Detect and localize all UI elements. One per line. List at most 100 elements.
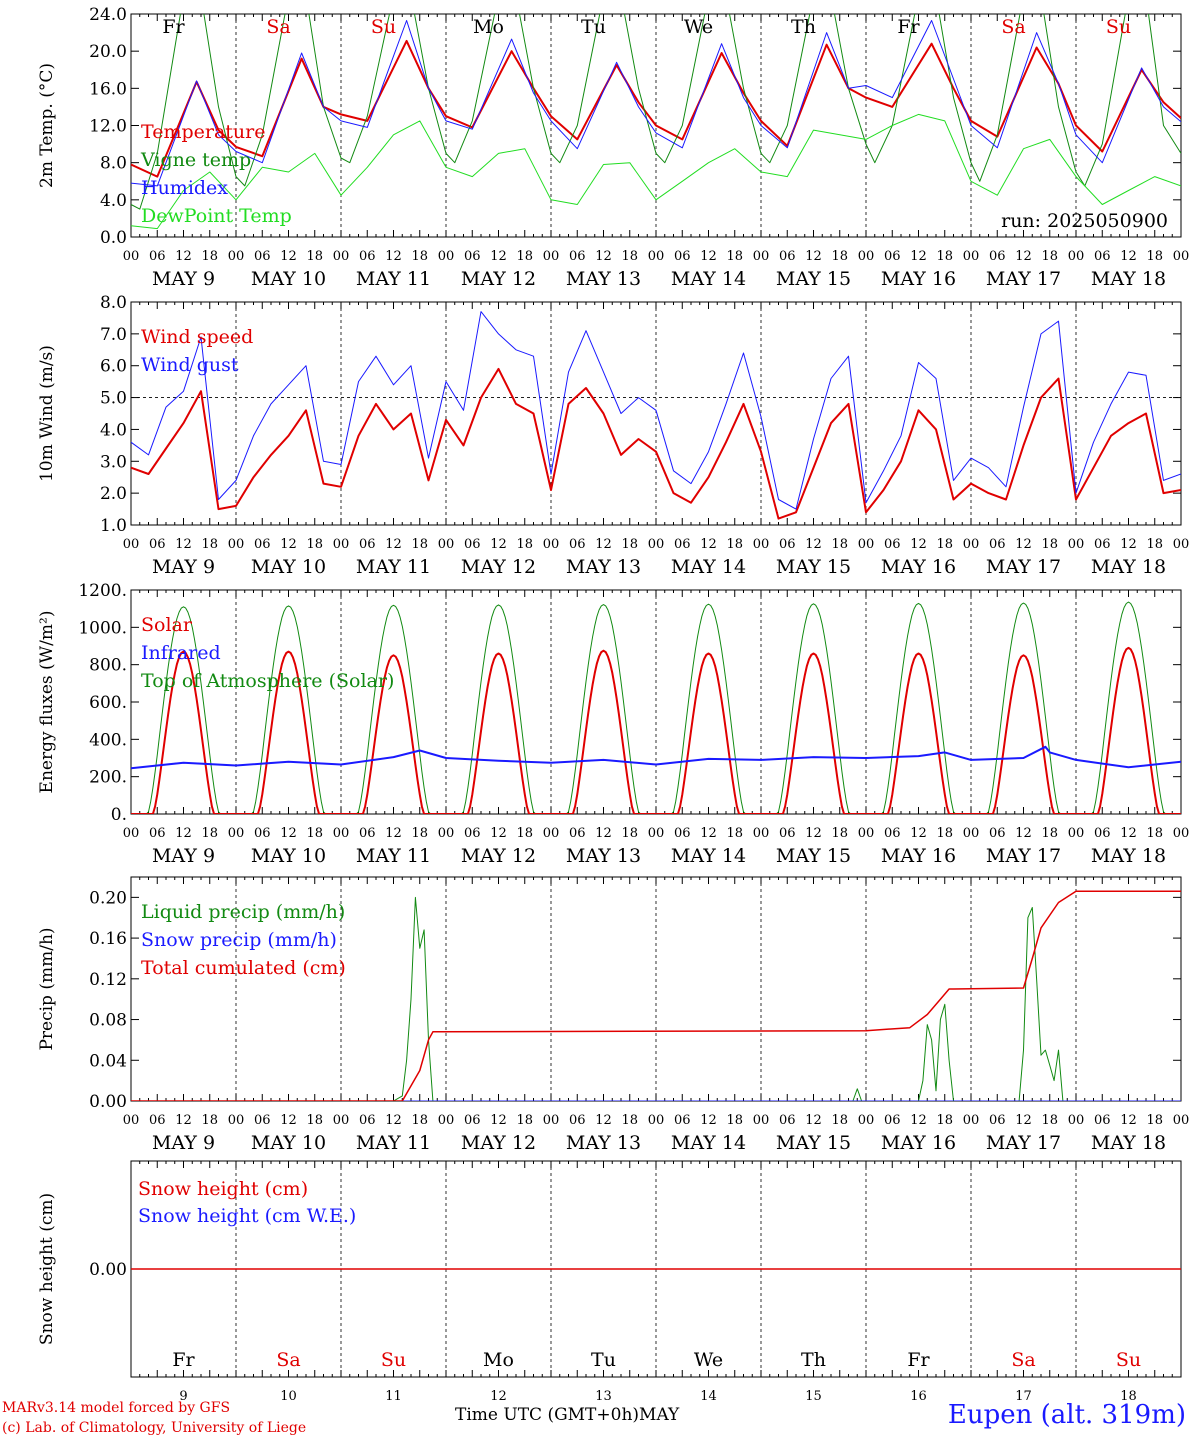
hour-tick-label: 18 xyxy=(1146,249,1163,264)
x-axis-title-text: Time UTC (GMT+0h) xyxy=(455,1405,640,1425)
weekday-label: Tu xyxy=(581,16,606,38)
y-tick-label: 200. xyxy=(89,768,127,788)
hour-tick-label: 18 xyxy=(201,537,218,552)
hour-tick-label: 00 xyxy=(1173,537,1190,552)
legend-entry: Wind speed xyxy=(141,326,253,348)
hour-tick-label: 06 xyxy=(149,826,166,841)
date-label: MAY 17 xyxy=(986,845,1061,867)
hour-tick-label: 00 xyxy=(333,1113,350,1128)
hour-tick-label: 18 xyxy=(936,1113,953,1128)
date-label: MAY 10 xyxy=(251,556,326,578)
legend-entry: Snow height (cm) xyxy=(138,1178,308,1200)
hour-tick-label: 00 xyxy=(333,826,350,841)
legend-entry: Snow height (cm W.E.) xyxy=(138,1205,356,1227)
hour-tick-label: 06 xyxy=(674,1113,691,1128)
hour-tick-label: 06 xyxy=(779,826,796,841)
hour-tick-label: 06 xyxy=(464,826,481,841)
weekday-label: We xyxy=(684,16,713,38)
station-name: Eupen (alt. 319m) xyxy=(947,1400,1186,1430)
hour-tick-label: 00 xyxy=(1068,826,1085,841)
hour-tick-label: 12 xyxy=(385,537,402,552)
hour-tick-label: 18 xyxy=(1146,826,1163,841)
y-tick-label: 24.0 xyxy=(89,5,127,25)
date-label: MAY 15 xyxy=(776,268,851,290)
date-label: MAY 16 xyxy=(881,1132,956,1154)
panel-frame xyxy=(130,301,1182,526)
hour-tick-label: 00 xyxy=(438,1113,455,1128)
hour-tick-label: 06 xyxy=(359,1113,376,1128)
hour-tick-label: 18 xyxy=(936,249,953,264)
weekday-label: Sa xyxy=(266,16,290,38)
hour-tick-label: 06 xyxy=(464,537,481,552)
hour-tick-label: 12 xyxy=(595,249,612,264)
hour-tick-label: 06 xyxy=(989,826,1006,841)
y-axis-title: Precip (mm/h) xyxy=(37,927,57,1050)
run-label: run: 2025050900 xyxy=(1001,210,1168,232)
hour-tick-label: 18 xyxy=(1146,537,1163,552)
series-liquid-precip-mm-h- xyxy=(131,896,1181,1101)
hour-tick-label: 00 xyxy=(123,537,140,552)
hour-tick-label: 18 xyxy=(516,826,533,841)
hour-tick-label: 00 xyxy=(543,826,560,841)
hour-tick-label: 18 xyxy=(516,249,533,264)
hour-tick-label: 12 xyxy=(1120,249,1137,264)
hour-tick-label: 00 xyxy=(543,249,560,264)
date-label: MAY 10 xyxy=(251,1132,326,1154)
hour-tick-label: 06 xyxy=(464,1113,481,1128)
day-number: 14 xyxy=(700,1389,717,1404)
hour-tick-label: 12 xyxy=(280,1113,297,1128)
hour-tick-label: 06 xyxy=(674,826,691,841)
hour-tick-label: 12 xyxy=(910,826,927,841)
hour-tick-label: 00 xyxy=(1173,826,1190,841)
hour-tick-label: 00 xyxy=(858,1113,875,1128)
y-tick-label: 0.08 xyxy=(89,1011,127,1031)
series-total-cumulated-cm- xyxy=(131,890,1181,1101)
hour-tick-label: 12 xyxy=(490,537,507,552)
hour-tick-label: 18 xyxy=(306,1113,323,1128)
hour-tick-label: 06 xyxy=(989,249,1006,264)
y-tick-label: 1.0 xyxy=(100,516,127,536)
date-label: MAY 12 xyxy=(461,1132,536,1154)
hour-tick-label: 12 xyxy=(280,826,297,841)
hour-tick-label: 18 xyxy=(411,1113,428,1128)
y-tick-label: 4.0 xyxy=(100,420,127,440)
date-label: MAY 18 xyxy=(1091,268,1166,290)
series-vigne-temp xyxy=(131,14,1181,210)
date-label: MAY 12 xyxy=(461,556,536,578)
hour-tick-label: 12 xyxy=(490,1113,507,1128)
hour-tick-label: 12 xyxy=(595,826,612,841)
hour-tick-label: 00 xyxy=(1173,249,1190,264)
y-tick-label: 3.0 xyxy=(100,452,127,472)
hour-tick-label: 00 xyxy=(753,1113,770,1128)
x-axis-month: MAY xyxy=(639,1405,680,1425)
hour-tick-label: 00 xyxy=(123,249,140,264)
hour-tick-label: 00 xyxy=(753,826,770,841)
legend-entry: Solar xyxy=(141,614,193,636)
hour-tick-label: 00 xyxy=(858,249,875,264)
hour-tick-label: 00 xyxy=(963,537,980,552)
hour-tick-label: 18 xyxy=(411,826,428,841)
hour-tick-label: 06 xyxy=(254,249,271,264)
hour-tick-label: 06 xyxy=(884,249,901,264)
y-tick-label: 0.20 xyxy=(89,888,127,908)
hour-tick-label: 00 xyxy=(648,1113,665,1128)
hour-tick-label: 12 xyxy=(700,1113,717,1128)
hour-tick-label: 12 xyxy=(490,249,507,264)
y-tick-label: 0.04 xyxy=(89,1051,127,1071)
hour-tick-label: 18 xyxy=(201,1113,218,1128)
y-tick-label: 800. xyxy=(89,656,127,676)
hour-tick-label: 18 xyxy=(831,249,848,264)
legend-entry: Liquid precip (mm/h) xyxy=(141,901,345,923)
hour-tick-label: 12 xyxy=(490,826,507,841)
date-label: MAY 11 xyxy=(356,845,431,867)
hour-tick-label: 18 xyxy=(621,537,638,552)
date-label: MAY 11 xyxy=(356,1132,431,1154)
hour-tick-label: 00 xyxy=(1068,249,1085,264)
day-number: 15 xyxy=(805,1389,822,1404)
weekday-label: Fr xyxy=(162,16,185,38)
hour-tick-label: 00 xyxy=(1068,537,1085,552)
legend-entry: Temperature xyxy=(141,121,265,143)
y-tick-label: 6.0 xyxy=(100,357,127,377)
y-tick-label: 8.0 xyxy=(100,154,127,174)
hour-tick-label: 18 xyxy=(1041,537,1058,552)
